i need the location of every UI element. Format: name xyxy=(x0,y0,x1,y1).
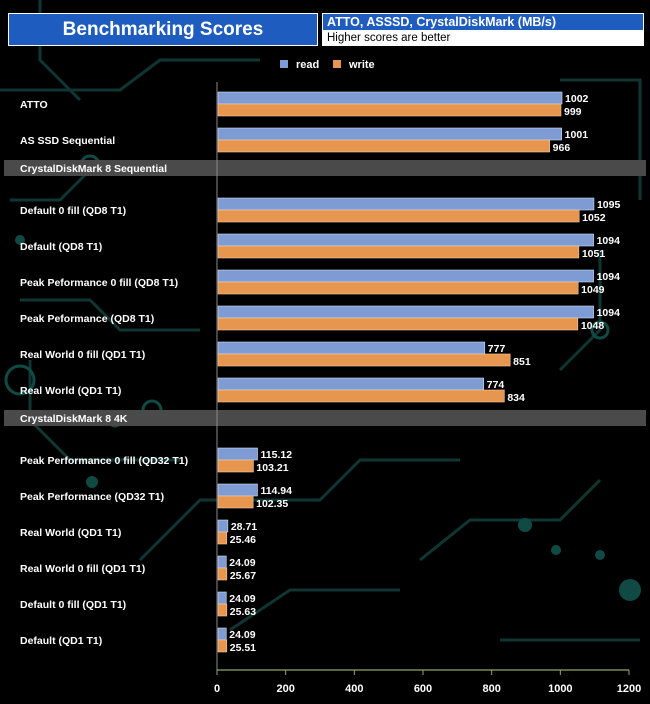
data-label-read: 1094 xyxy=(597,307,621,319)
data-label-write: 834 xyxy=(507,392,525,404)
category-label: Real World (QD1 T1) xyxy=(20,385,121,397)
data-label-read: 24.09 xyxy=(229,593,255,605)
data-label-read: 115.12 xyxy=(261,449,293,461)
data-label-write: 103.21 xyxy=(256,462,288,474)
data-label-write: 25.46 xyxy=(230,534,256,546)
data-label-write: 1052 xyxy=(582,212,606,224)
bar-read xyxy=(217,127,562,141)
data-label-read: 774 xyxy=(487,379,505,391)
section-label: CrystalDiskMark 8 4K xyxy=(20,413,128,425)
x-tick-label: 800 xyxy=(482,683,500,695)
section-band xyxy=(4,160,646,176)
x-tick-label: 600 xyxy=(414,683,432,695)
x-tick-label: 400 xyxy=(345,683,363,695)
category-label: AS SSD Sequential xyxy=(20,135,115,147)
bar-write xyxy=(217,495,254,509)
bar-write xyxy=(217,245,580,259)
bar-write xyxy=(217,139,550,153)
bar-read xyxy=(217,269,594,283)
chart-title: Benchmarking Scores xyxy=(8,13,318,46)
data-label-write: 25.63 xyxy=(230,606,256,618)
bar-write xyxy=(217,281,579,295)
data-label-write: 25.51 xyxy=(230,642,256,654)
category-label: Peak Performance (QD32 T1) xyxy=(20,491,164,503)
data-label-read: 24.09 xyxy=(229,557,255,569)
data-label-read: 114.94 xyxy=(260,485,292,497)
bar-write xyxy=(217,603,228,617)
data-label-write: 999 xyxy=(564,106,582,118)
bar-write xyxy=(217,103,562,117)
legend-swatch-read xyxy=(280,60,288,68)
chart-subtitle: ATTO, ASSSD, CrystalDiskMark (MB/s) xyxy=(322,13,644,31)
x-tick-label: 1000 xyxy=(548,683,572,695)
data-label-write: 1049 xyxy=(581,284,605,296)
bar-write xyxy=(217,209,580,223)
bar-write xyxy=(217,567,228,581)
bar-read xyxy=(217,377,485,391)
data-label-write: 851 xyxy=(513,356,531,368)
bar-write xyxy=(217,317,579,331)
bar-write xyxy=(217,389,505,403)
data-label-read: 777 xyxy=(488,343,506,355)
bar-read xyxy=(217,627,227,641)
bar-read xyxy=(217,591,227,605)
section-band xyxy=(4,410,646,426)
data-label-read: 1002 xyxy=(565,93,589,105)
category-label: Real World (QD1 T1) xyxy=(20,527,121,539)
legend-label-read: read xyxy=(296,59,319,71)
category-label: Default 0 fill (QD8 T1) xyxy=(20,205,126,217)
bar-read xyxy=(217,233,594,247)
bar-read xyxy=(217,555,227,569)
data-label-read: 1094 xyxy=(597,271,621,283)
bar-read xyxy=(217,519,229,533)
category-label: Default (QD1 T1) xyxy=(20,635,102,647)
data-label-write: 1048 xyxy=(581,320,605,332)
bar-read xyxy=(217,91,563,105)
bar-write xyxy=(217,531,228,545)
category-label: Peak Peformance 0 fill (QD8 T1) xyxy=(20,277,178,289)
data-label-read: 28.71 xyxy=(231,521,257,533)
category-label: Default 0 fill (QD1 T1) xyxy=(20,599,126,611)
x-tick-label: 0 xyxy=(214,683,220,695)
data-label-read: 24.09 xyxy=(229,629,255,641)
bar-read xyxy=(217,341,486,355)
bar-write xyxy=(217,353,511,367)
category-label: Real World 0 fill (QD1 T1) xyxy=(20,563,145,575)
bar-read xyxy=(217,197,595,211)
data-label-write: 966 xyxy=(553,142,571,154)
chart-note: Higher scores are better xyxy=(322,31,644,46)
x-tick-label: 1200 xyxy=(617,683,641,695)
category-label: Peak Performance 0 fill (QD32 T1) xyxy=(20,455,188,467)
data-label-write: 102.35 xyxy=(256,498,288,510)
x-tick-label: 200 xyxy=(276,683,294,695)
bar-read xyxy=(217,305,594,319)
legend-label-write: write xyxy=(348,59,375,71)
legend-swatch-write xyxy=(333,60,341,68)
category-label: Real World 0 fill (QD1 T1) xyxy=(20,349,145,361)
bar-write xyxy=(217,459,254,473)
bar-read xyxy=(217,483,258,497)
data-label-read: 1094 xyxy=(597,235,621,247)
bar-read xyxy=(217,447,258,461)
bar-write xyxy=(217,639,228,653)
category-label: Peak Peformance (QD8 T1) xyxy=(20,313,154,325)
category-label: ATTO xyxy=(20,99,48,111)
data-label-read: 1001 xyxy=(565,129,589,141)
data-label-write: 1051 xyxy=(582,248,606,260)
data-label-write: 25.67 xyxy=(230,570,256,582)
category-label: Default (QD8 T1) xyxy=(20,241,102,253)
section-label: CrystalDiskMark 8 Sequential xyxy=(20,163,167,175)
data-label-read: 1095 xyxy=(597,199,621,211)
